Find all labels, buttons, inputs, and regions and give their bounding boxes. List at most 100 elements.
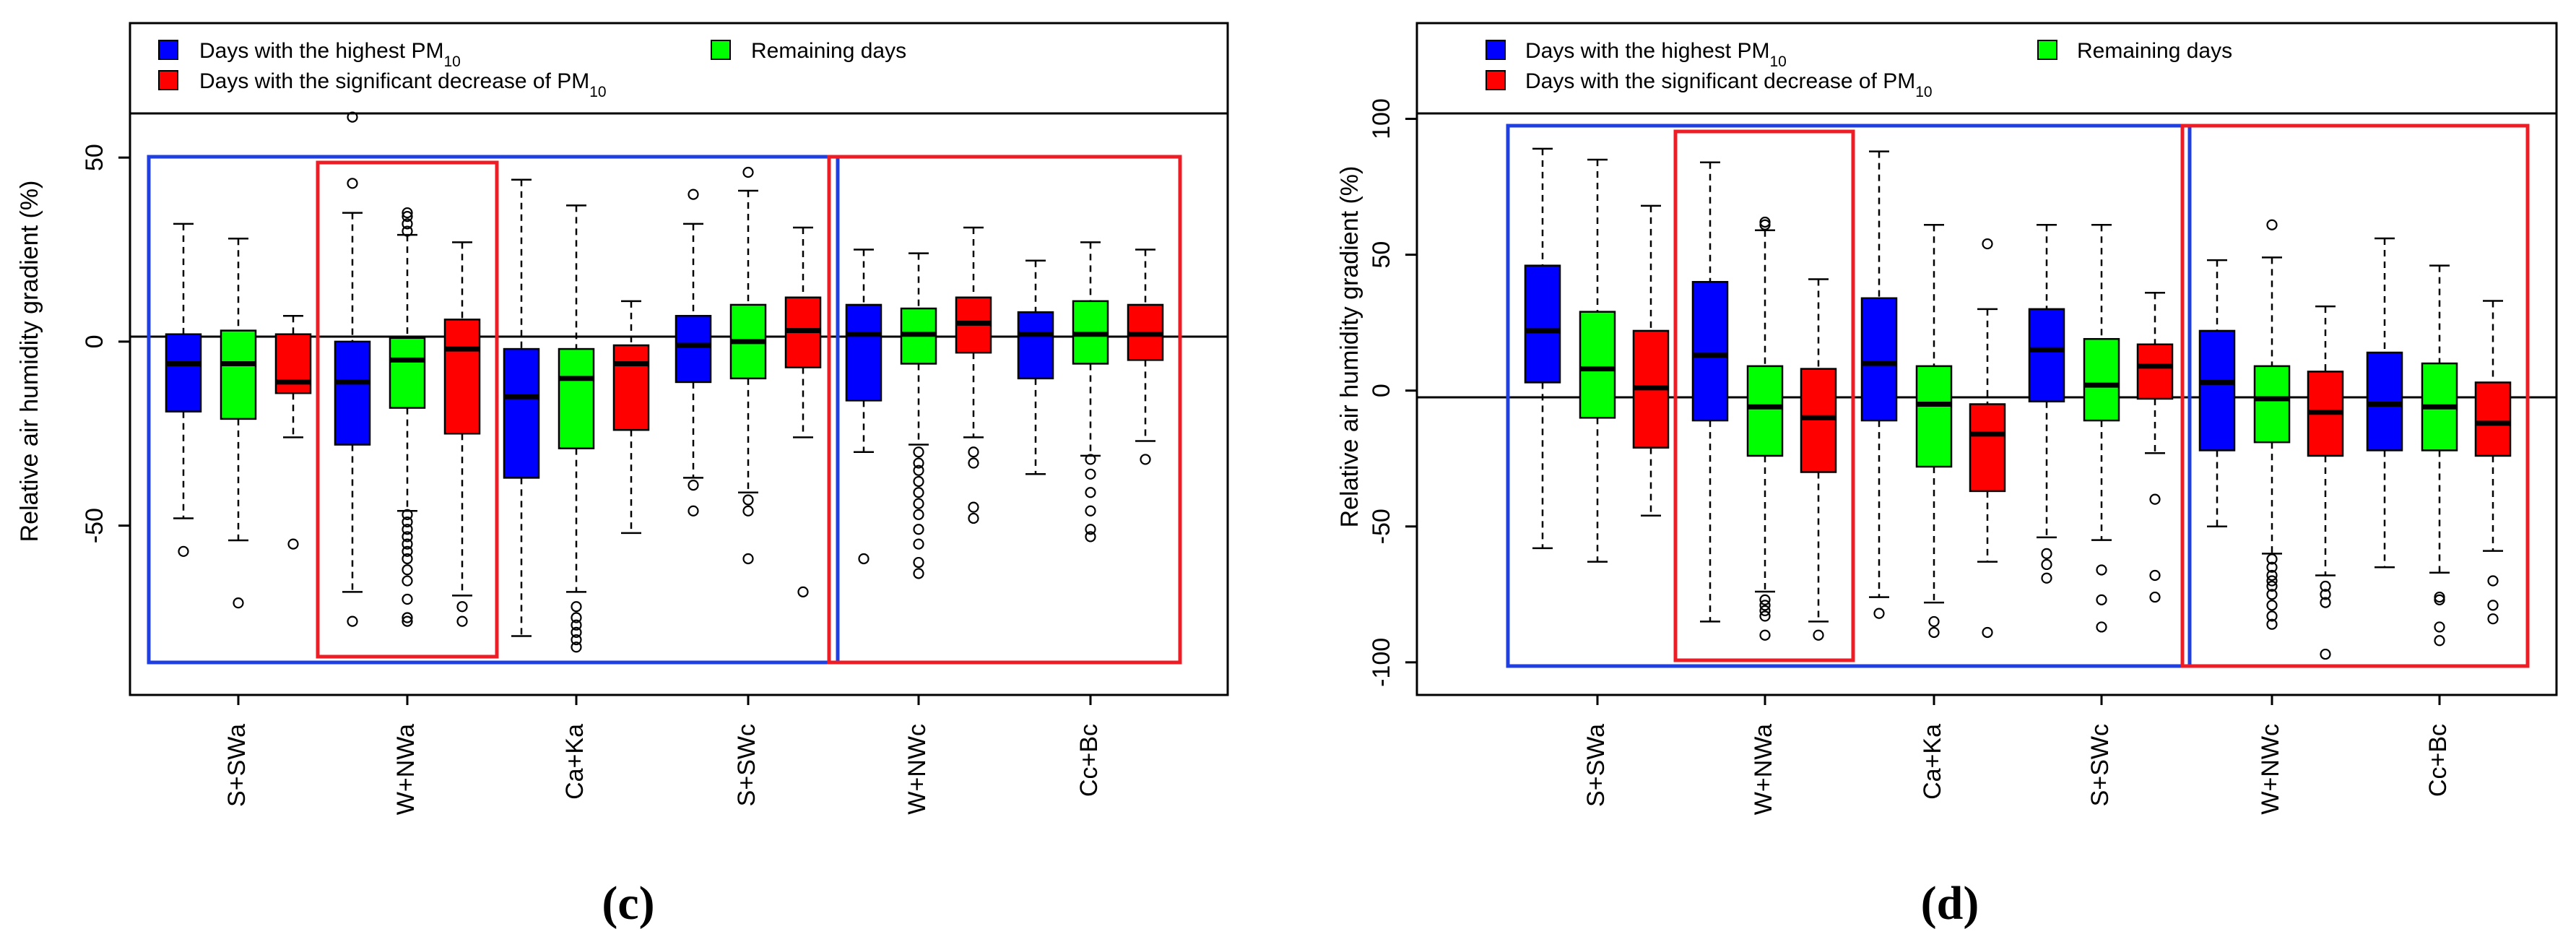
- category-label: Cc+Bc: [1075, 724, 1103, 797]
- outlier-point: [2434, 594, 2445, 605]
- outlier-point: [913, 538, 924, 550]
- outlier-point: [2149, 591, 2161, 603]
- outlier-point: [913, 498, 924, 509]
- category-label: W+NWa: [1750, 724, 1777, 815]
- outlier-point: [2266, 561, 2278, 573]
- outlier-point: [968, 446, 979, 458]
- outlier-point: [402, 211, 413, 222]
- y-tick-label: 50: [81, 144, 108, 171]
- group-frame-blue: [147, 155, 840, 665]
- y-tick-label: 50: [1368, 241, 1395, 269]
- group-frame-red: [316, 160, 499, 659]
- y-axis-label: Relative air humidity gradient (%): [16, 181, 43, 543]
- outlier-point: [2266, 600, 2278, 611]
- outlier-point: [402, 538, 413, 550]
- box-highest: [1691, 280, 1729, 422]
- box-highest: [2198, 329, 2236, 451]
- outlier-point: [1140, 454, 1151, 465]
- outlier-point: [913, 475, 924, 488]
- box-highest: [1524, 264, 1561, 384]
- outlier-point: [968, 512, 979, 524]
- outlier-point: [571, 601, 582, 613]
- box-decrease: [1969, 403, 2006, 493]
- box-decrease: [2474, 381, 2512, 457]
- category-label: S+SWa: [223, 724, 251, 807]
- outlier-point: [1982, 238, 1993, 250]
- outlier-point: [2266, 610, 2278, 622]
- category-label: W+NWa: [392, 724, 420, 815]
- outlier-point: [2487, 575, 2499, 587]
- outlier-point: [1759, 629, 1771, 641]
- outlier-point: [2041, 548, 2052, 559]
- legend: Days with the highest PM10 Days with the…: [1486, 39, 2232, 100]
- outlier-point: [456, 601, 468, 613]
- outlier-point: [233, 597, 244, 609]
- box-highest: [165, 333, 202, 412]
- outlier-point: [402, 545, 413, 557]
- outlier-point: [178, 545, 189, 557]
- outlier-point: [913, 524, 924, 535]
- outlier-point: [402, 564, 413, 576]
- outlier-point: [402, 509, 413, 520]
- outlier-point: [1813, 629, 1824, 641]
- category-label: W+NWc: [903, 724, 931, 815]
- outlier-point: [402, 207, 413, 219]
- outlier-point: [2149, 569, 2161, 582]
- outlier-point: [402, 615, 413, 627]
- outlier-point: [1085, 468, 1096, 480]
- outlier-point: [688, 479, 699, 491]
- outlier-point: [742, 553, 754, 565]
- outlier-point: [402, 612, 413, 623]
- box-highest: [503, 347, 540, 479]
- box-highest: [1017, 311, 1054, 380]
- panel-c: Days with the highest PM10 Days with the…: [16, 22, 1229, 930]
- box-remaining: [2253, 365, 2291, 444]
- outlier-point: [2266, 589, 2278, 600]
- outlier-point: [1085, 454, 1096, 465]
- legend-swatch-decrease: [158, 70, 178, 90]
- outlier-point: [2487, 613, 2499, 625]
- outlier-point: [571, 626, 582, 638]
- box-highest: [1860, 297, 1898, 422]
- y-tick-label: 0: [1368, 384, 1395, 397]
- outlier-point: [913, 509, 924, 520]
- legend-swatch-highest: [1486, 40, 1506, 60]
- outlier-point: [913, 446, 924, 458]
- group-frame-blue: [1506, 124, 2192, 668]
- chart-marks: 50 0 -50 S+SWa W+NWa Ca+Ka S+SWc W+NWc Cc+Bc: [81, 111, 1182, 815]
- outlier-point: [402, 531, 413, 543]
- outlier-point: [1759, 594, 1771, 605]
- legend-label-decrease: Days with the significant decrease of PM…: [1525, 69, 1933, 100]
- y-tick-label: -100: [1368, 638, 1395, 687]
- chart-marks: 100 50 0 -50 -100 S+SWa W+NWa Ca+Ka S+SWc W+NWc Cc…: [1368, 98, 2530, 815]
- outlier-point: [2041, 558, 2052, 571]
- y-tick-label: -50: [81, 508, 108, 543]
- legend-label-remaining: Remaining days: [751, 39, 906, 63]
- outlier-point: [1873, 608, 1885, 619]
- y-tick-label: 0: [81, 334, 108, 348]
- legend: Days with the highest PM10 Days with the…: [158, 39, 906, 100]
- box-highest: [2366, 351, 2403, 451]
- box-highest: [675, 314, 712, 384]
- outlier-point: [402, 218, 413, 230]
- outlier-point: [968, 501, 979, 513]
- outlier-point: [1085, 524, 1096, 535]
- category-label: Ca+Ka: [561, 724, 589, 800]
- outlier-point: [402, 225, 413, 237]
- legend-swatch-decrease: [1486, 70, 1506, 90]
- outlier-point: [1085, 505, 1096, 517]
- outlier-point: [287, 538, 299, 550]
- box-decrease: [1800, 368, 1837, 473]
- outlier-point: [347, 111, 358, 123]
- box-remaining: [220, 329, 257, 420]
- outlier-point: [742, 494, 754, 506]
- outlier-point: [1085, 531, 1096, 543]
- outlier-point: [347, 178, 358, 189]
- box-remaining: [1579, 311, 1616, 419]
- outlier-point: [1085, 487, 1096, 498]
- outlier-point: [1759, 600, 1771, 611]
- box-remaining: [389, 337, 426, 409]
- outlier-point: [913, 487, 924, 498]
- outlier-point: [858, 553, 869, 565]
- outlier-point: [2434, 635, 2445, 647]
